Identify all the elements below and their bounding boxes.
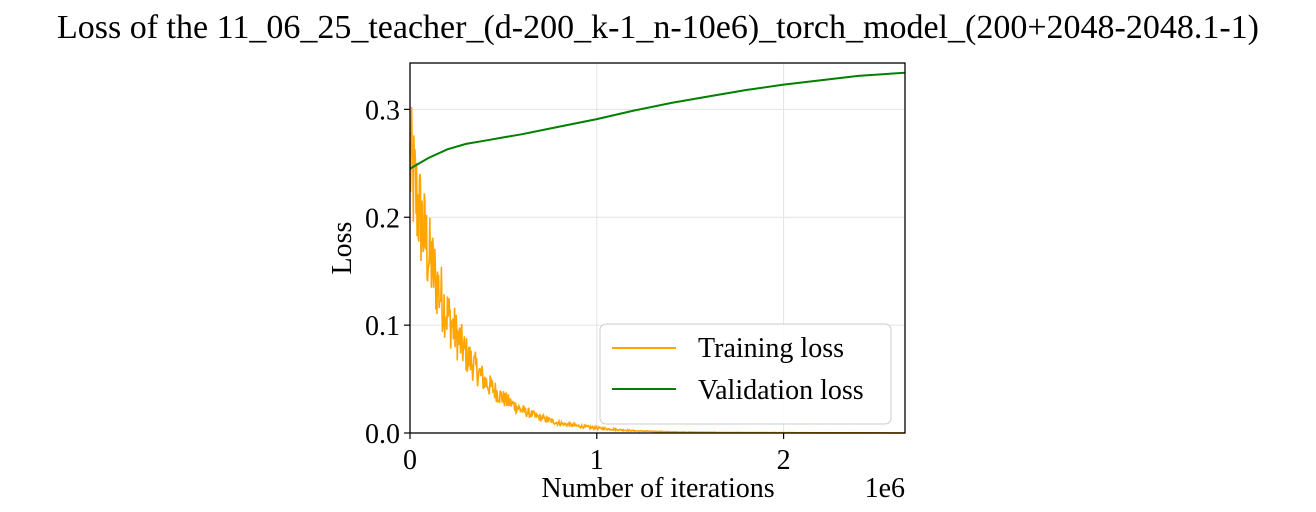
y-tick-label: 0.1	[365, 311, 400, 342]
legend-label-validation: Validation loss	[698, 375, 864, 406]
x-tick-label: 0	[403, 445, 417, 476]
legend-label-training: Training loss	[698, 333, 844, 364]
series-validation-loss	[409, 71, 906, 170]
y-tick-label: 0.0	[365, 419, 400, 450]
chart-title: Loss of the 11_06_25_teacher_(d-200_k-1_…	[57, 9, 1259, 46]
y-tick-label: 0.2	[365, 203, 400, 234]
x-tick-label: 1	[590, 445, 604, 476]
axis-ticks: 0 1 2 0.0 0.1 0.2 0.3	[365, 95, 791, 476]
x-tick-label: 2	[777, 445, 791, 476]
y-tick-label: 0.3	[365, 95, 400, 126]
x-axis-label: Number of iterations	[541, 473, 774, 504]
x-axis-offset-label: 1e6	[865, 473, 905, 504]
legend: Training loss Validation loss	[599, 323, 892, 425]
plot-frame	[409, 62, 906, 434]
y-axis-label: Loss	[327, 222, 358, 275]
